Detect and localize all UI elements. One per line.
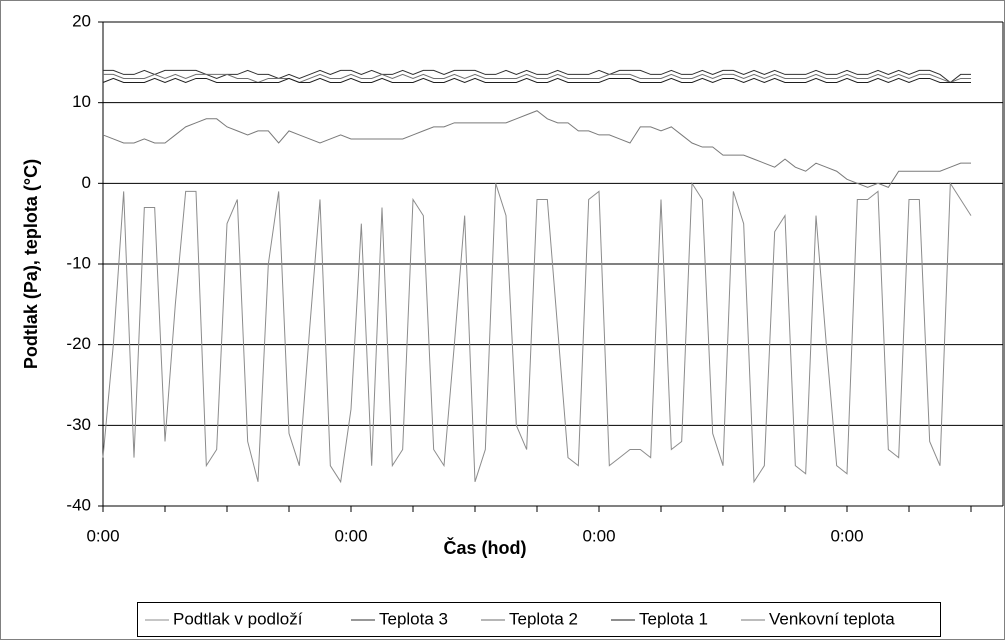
- series-line: [102, 181, 972, 484]
- y-tick-label: -40: [66, 495, 91, 514]
- y-tick-label: -30: [66, 415, 91, 434]
- series-line: [102, 110, 971, 188]
- y-tick-label: 10: [72, 92, 91, 111]
- x-tick-label: 0:00: [334, 526, 367, 545]
- legend-label: Venkovní teplota: [769, 609, 895, 628]
- legend-label: Teplota 1: [639, 609, 708, 628]
- x-axis-title: Čas (hod): [444, 537, 527, 558]
- series-line: [103, 73, 971, 84]
- series-line: [103, 69, 971, 84]
- legend-box: [137, 602, 941, 637]
- y-tick-label: -20: [66, 334, 91, 353]
- y-tick-label: 0: [82, 173, 91, 192]
- y-axis-title: Podtlak (Pa), teplota (°C): [21, 159, 41, 369]
- y-tick-label: -10: [66, 253, 91, 272]
- legend-label: Teplota 3: [379, 609, 448, 628]
- x-tick-label: 0:00: [582, 526, 615, 545]
- legend-label: Teplota 2: [509, 609, 578, 628]
- series-line: [102, 77, 971, 84]
- x-tick-label: 0:00: [830, 526, 863, 545]
- y-tick-label: 20: [72, 11, 91, 30]
- legend-label: Podtlak v podloží: [173, 609, 303, 628]
- x-tick-label: 0:00: [86, 526, 119, 545]
